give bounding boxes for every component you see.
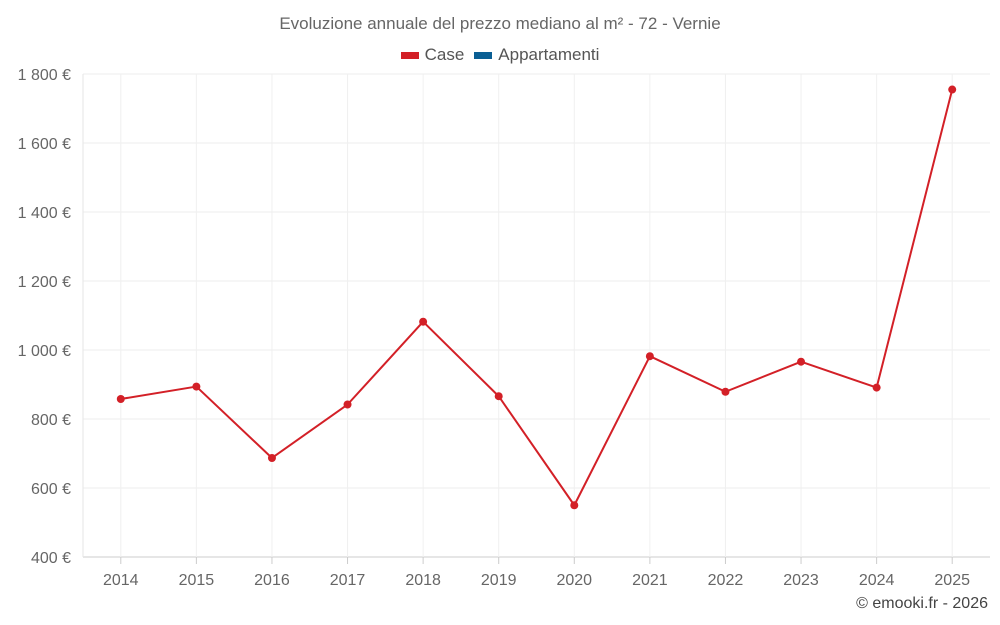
legend-label-case: Case: [424, 45, 465, 64]
y-tick-label: 1 600 €: [18, 136, 71, 153]
chart-legend: Case Appartamenti: [0, 45, 1000, 65]
x-tick-label: 2024: [859, 572, 895, 589]
y-tick-label: 1 800 €: [18, 67, 71, 84]
chart-title: Evoluzione annuale del prezzo mediano al…: [279, 14, 721, 33]
data-point: [948, 85, 957, 94]
x-tick-label: 2017: [330, 572, 366, 589]
legend-item-appartamenti[interactable]: Appartamenti: [474, 45, 599, 65]
y-tick-label: 400 €: [31, 550, 71, 567]
x-tick-label: 2014: [103, 572, 139, 589]
y-tick-label: 800 €: [31, 412, 71, 429]
x-tick-label: 2025: [934, 572, 970, 589]
data-point: [570, 501, 579, 510]
x-tick-label: 2023: [783, 572, 819, 589]
x-tick-label: 2022: [708, 572, 744, 589]
x-tick-label: 2015: [179, 572, 215, 589]
legend-item-case[interactable]: Case: [400, 45, 465, 65]
data-point: [419, 317, 428, 326]
legend-label-appartamenti: Appartamenti: [498, 45, 600, 64]
credit-text: © emooki.fr - 2026: [856, 595, 988, 612]
data-point: [494, 392, 503, 401]
y-tick-label: 1 200 €: [18, 274, 71, 291]
x-tick-label: 2020: [556, 572, 592, 589]
data-point: [343, 400, 352, 409]
legend-swatch-appartamenti: [474, 51, 493, 59]
data-point: [872, 383, 881, 392]
data-point: [797, 357, 806, 366]
data-point: [267, 453, 276, 462]
y-tick-label: 1 400 €: [18, 205, 71, 222]
y-tick-label: 600 €: [31, 481, 71, 498]
series-line-case: [120, 89, 954, 507]
data-point: [192, 382, 201, 391]
y-tick-label: 1 000 €: [18, 343, 71, 360]
legend-swatch-case: [400, 51, 419, 59]
x-tick-label: 2016: [254, 572, 290, 589]
x-tick-label: 2018: [405, 572, 441, 589]
data-point: [721, 387, 730, 396]
x-tick-label: 2019: [481, 572, 517, 589]
x-tick-label: 2021: [632, 572, 668, 589]
data-point: [645, 352, 654, 361]
data-point: [116, 394, 125, 403]
